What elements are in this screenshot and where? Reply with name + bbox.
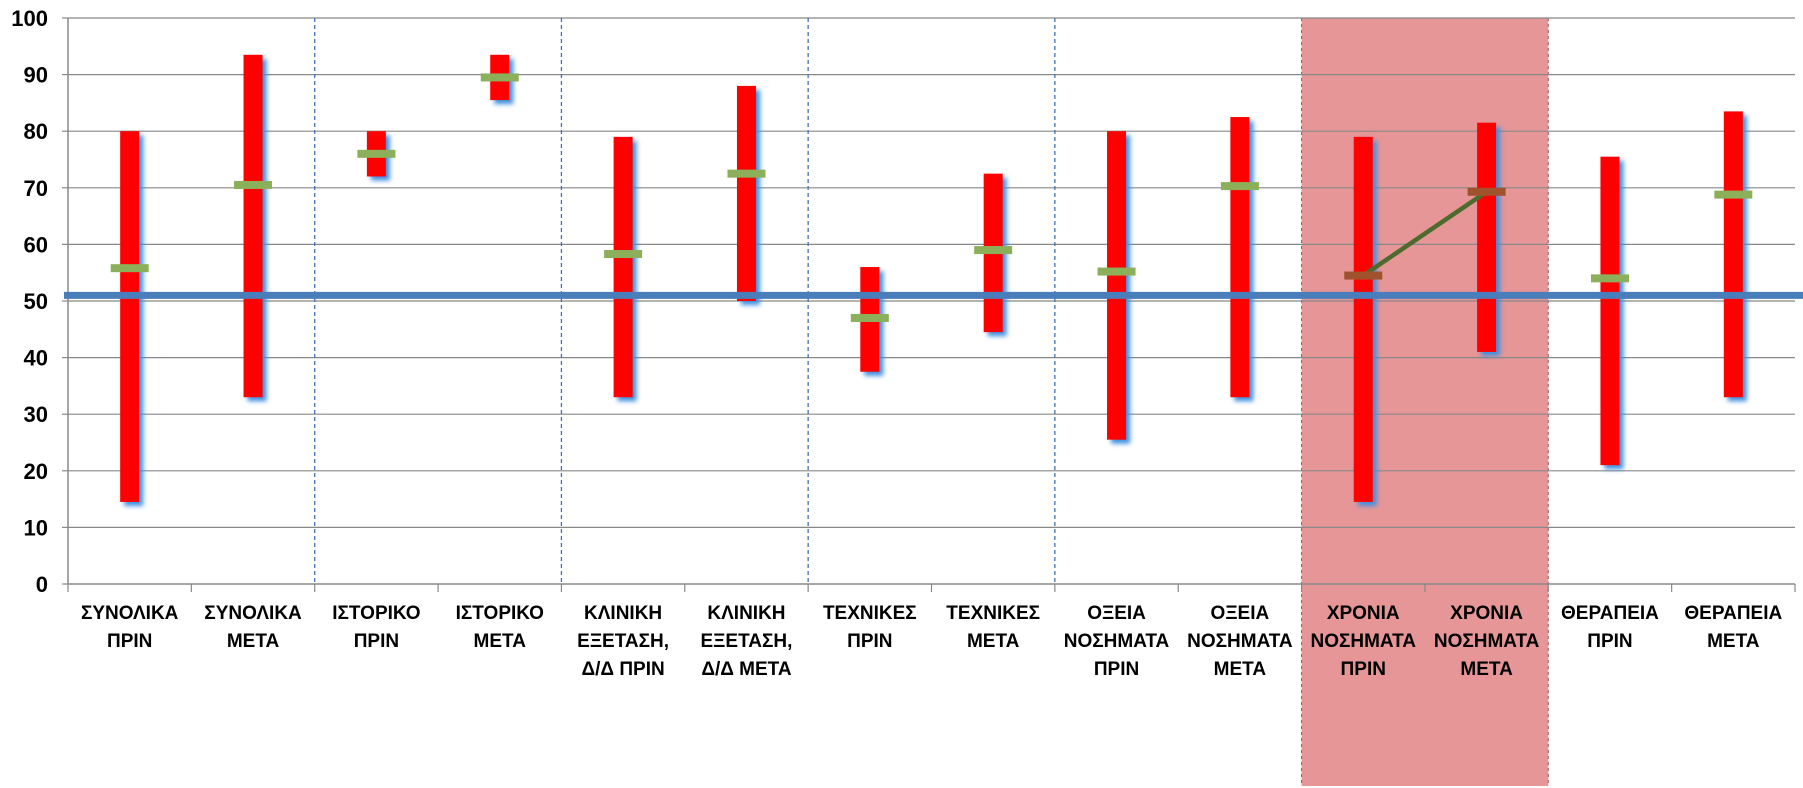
x-tick-label-8-line-2: ΠΡΙΝ (1094, 659, 1139, 680)
x-tick-label-5-line-1: ΕΞΕΤΑΣΗ, (701, 631, 793, 652)
x-tick-label-8: ΟΞΕΙΑ ΝΟΣΗΜΑΤΑ ΠΡΙΝ (1064, 603, 1170, 680)
x-tick-label-3-line-1: ΜΕΤΑ (474, 631, 527, 652)
x-tick-label-0-line-1: ΠΡΙΝ (107, 631, 152, 652)
y-axis-tick-labels: 0 10 20 30 40 50 60 70 80 90 100 (11, 6, 48, 597)
mean-marker-9 (1220, 182, 1259, 191)
mean-marker-10 (1344, 271, 1383, 280)
x-tick-label-11-line-1: ΝΟΣΗΜΑΤΑ (1434, 631, 1540, 652)
x-tick-label-2: ΙΣΤΟΡΙΚΟ ΠΡΙΝ (332, 603, 420, 652)
x-tick-label-10: ΧΡΟΝΙΑ ΝΟΣΗΜΑΤΑ ΠΡΙΝ (1310, 603, 1416, 680)
axes (62, 17, 1796, 592)
x-tick-label-11-line-0: ΧΡΟΝΙΑ (1450, 603, 1523, 624)
x-tick-label-5-line-0: ΚΛΙΝΙΚΗ (707, 603, 785, 624)
y-tick-label-20: 20 (24, 459, 48, 484)
mean-marker-0 (110, 264, 149, 273)
x-tick-label-0-line-0: ΣΥΝΟΛΙΚΑ (81, 603, 179, 624)
x-tick-label-4: ΚΛΙΝΙΚΗ ΕΞΕΤΑΣΗ, Δ/Δ ΠΡΙΝ (577, 603, 669, 680)
highlight-band-layer (1301, 18, 1549, 786)
x-tick-label-3: ΙΣΤΟΡΙΚΟ ΜΕΤΑ (456, 603, 544, 652)
y-tick-label-30: 30 (24, 402, 48, 427)
x-tick-label-10-line-2: ΠΡΙΝ (1341, 659, 1386, 680)
x-tick-label-4-line-0: ΚΛΙΝΙΚΗ (584, 603, 662, 624)
range-bar-10 (1353, 136, 1373, 502)
x-tick-label-13-line-0: ΘΕΡΑΠΕΙΑ (1684, 603, 1782, 624)
x-tick-label-7: ΤΕΧΝΙΚΕΣ ΜΕΤΑ (946, 603, 1040, 652)
connector-line (1361, 189, 1488, 278)
range-bar-5 (736, 85, 756, 301)
x-tick-label-2-line-0: ΙΣΤΟΡΙΚΟ (332, 603, 420, 624)
x-tick-label-9-line-1: ΝΟΣΗΜΑΤΑ (1187, 631, 1293, 652)
x-tick-label-7-line-1: ΜΕΤΑ (967, 631, 1020, 652)
y-tick-label-80: 80 (24, 119, 48, 144)
x-tick-label-1-line-1: ΜΕΤΑ (227, 631, 280, 652)
mean-marker-1 (234, 180, 273, 189)
x-tick-label-0: ΣΥΝΟΛΙΚΑ ΠΡΙΝ (81, 603, 179, 652)
x-tick-label-7-line-0: ΤΕΧΝΙΚΕΣ (946, 603, 1040, 624)
range-bar-1 (243, 54, 263, 398)
x-tick-label-6-line-1: ΠΡΙΝ (847, 631, 892, 652)
range-bar-0 (120, 131, 140, 502)
connector-layer (1361, 189, 1488, 278)
x-tick-label-3-line-0: ΙΣΤΟΡΙΚΟ (456, 603, 544, 624)
x-tick-label-6-line-0: ΤΕΧΝΙΚΕΣ (823, 603, 917, 624)
x-tick-label-5-line-2: Δ/Δ ΜΕΤΑ (701, 659, 792, 680)
y-tick-label-50: 50 (24, 289, 48, 314)
x-tick-label-9-line-0: ΟΞΕΙΑ (1211, 603, 1270, 624)
mean-marker-12 (1590, 274, 1629, 283)
range-bar-11 (1477, 122, 1497, 352)
range-bar-9 (1230, 117, 1250, 398)
mean-marker-13 (1714, 190, 1753, 199)
x-tick-label-4-line-2: Δ/Δ ΠΡΙΝ (581, 659, 664, 680)
y-tick-label-70: 70 (24, 176, 48, 201)
range-bar-4 (613, 136, 633, 398)
mean-marker-11 (1467, 187, 1506, 196)
section-dividers (314, 18, 1056, 584)
x-tick-label-10-line-0: ΧΡΟΝΙΑ (1327, 603, 1400, 624)
x-tick-label-6: ΤΕΧΝΙΚΕΣ ΠΡΙΝ (823, 603, 917, 652)
y-tick-label-40: 40 (24, 346, 48, 371)
mean-marker-2 (357, 149, 396, 158)
mean-markers (110, 73, 1753, 322)
x-tick-label-1-line-0: ΣΥΝΟΛΙΚΑ (204, 603, 302, 624)
mean-marker-5 (727, 169, 766, 178)
x-tick-label-11-line-2: ΜΕΤΑ (1460, 659, 1513, 680)
y-tick-label-100: 100 (11, 6, 48, 31)
x-tick-label-12-line-0: ΘΕΡΑΠΕΙΑ (1561, 603, 1659, 624)
x-tick-label-8-line-1: ΝΟΣΗΜΑΤΑ (1064, 631, 1170, 652)
mean-marker-6 (850, 313, 889, 322)
x-tick-label-8-line-0: ΟΞΕΙΑ (1087, 603, 1146, 624)
mean-marker-8 (1097, 267, 1136, 276)
mean-marker-7 (974, 246, 1013, 255)
y-tick-label-0: 0 (36, 572, 48, 597)
x-tick-label-1: ΣΥΝΟΛΙΚΑ ΜΕΤΑ (204, 603, 302, 652)
x-tick-label-2-line-1: ΠΡΙΝ (354, 631, 399, 652)
y-tick-label-90: 90 (24, 63, 48, 88)
range-bar-8 (1107, 131, 1127, 440)
mean-marker-3 (480, 73, 519, 82)
highlight-band (1301, 18, 1549, 786)
x-tick-label-13: ΘΕΡΑΠΕΙΑ ΜΕΤΑ (1684, 603, 1782, 652)
x-tick-label-9-line-2: ΜΕΤΑ (1214, 659, 1267, 680)
range-bar-12 (1600, 156, 1620, 466)
x-tick-label-13-line-1: ΜΕΤΑ (1707, 631, 1760, 652)
x-tick-label-11: ΧΡΟΝΙΑ ΝΟΣΗΜΑΤΑ ΜΕΤΑ (1434, 603, 1540, 680)
y-tick-label-10: 10 (24, 515, 48, 540)
x-tick-label-5: ΚΛΙΝΙΚΗ ΕΞΕΤΑΣΗ, Δ/Δ ΜΕΤΑ (701, 603, 793, 680)
x-tick-label-4-line-1: ΕΞΕΤΑΣΗ, (577, 631, 669, 652)
range-bar-13 (1723, 111, 1743, 398)
x-tick-label-9: ΟΞΕΙΑ ΝΟΣΗΜΑΤΑ ΜΕΤΑ (1187, 603, 1293, 680)
gridlines (68, 17, 1795, 529)
x-tick-label-10-line-1: ΝΟΣΗΜΑΤΑ (1310, 631, 1416, 652)
y-tick-label-60: 60 (24, 232, 48, 257)
mean-marker-4 (604, 250, 643, 259)
x-tick-label-12: ΘΕΡΑΠΕΙΑ ΠΡΙΝ (1561, 603, 1659, 652)
x-tick-label-12-line-1: ΠΡΙΝ (1587, 631, 1632, 652)
